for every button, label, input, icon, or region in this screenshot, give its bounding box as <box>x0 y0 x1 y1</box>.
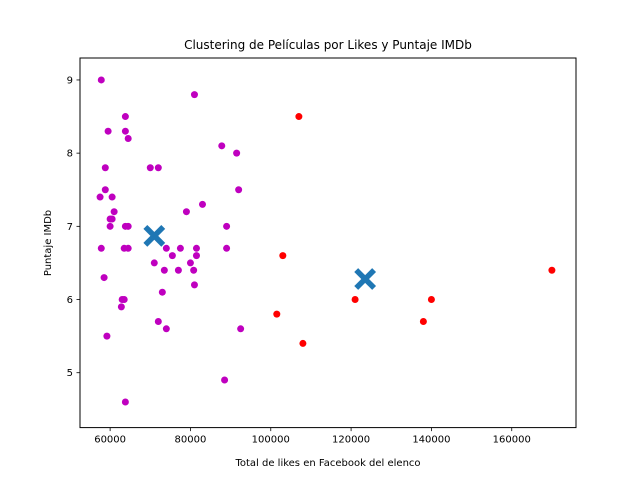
y-tick-label: 5 <box>67 368 73 379</box>
data-point-cluster-1 <box>168 252 176 260</box>
data-point-cluster-1 <box>237 325 245 333</box>
data-point-cluster-2 <box>419 317 427 325</box>
data-point-cluster-1 <box>162 325 170 333</box>
data-point-cluster-1 <box>190 281 198 289</box>
data-point-cluster-1 <box>124 222 132 230</box>
x-axis-label: Total de likes en Facebook del elenco <box>234 458 420 469</box>
data-point-cluster-1 <box>97 76 105 84</box>
data-point-cluster-1 <box>160 266 168 274</box>
x-axis: 60000 80000 100000 120000 140000 160000 <box>94 427 531 446</box>
data-point-cluster-1 <box>117 303 125 311</box>
data-point-cluster-1 <box>162 244 170 252</box>
data-point-cluster-1 <box>108 193 116 201</box>
data-point-cluster-1 <box>174 266 182 274</box>
centroid-marker-1 <box>143 224 166 247</box>
data-point-cluster-2 <box>351 296 359 304</box>
data-point-cluster-1 <box>186 259 194 267</box>
x-tick-label: 60000 <box>94 435 126 446</box>
x-tick-label: 160000 <box>493 435 531 446</box>
data-point-cluster-1 <box>233 149 241 157</box>
data-point-cluster-1 <box>101 164 109 172</box>
data-point-cluster-1 <box>100 274 108 282</box>
data-point-cluster-1 <box>176 244 184 252</box>
data-point-cluster-1 <box>223 222 231 230</box>
y-tick-label: 8 <box>67 149 73 160</box>
data-point-cluster-1 <box>190 91 198 99</box>
data-point-cluster-1 <box>154 317 162 325</box>
data-point-cluster-1 <box>235 186 243 194</box>
data-point-cluster-2 <box>273 310 281 318</box>
data-point-cluster-1 <box>221 376 229 384</box>
y-tick-label: 7 <box>67 222 73 233</box>
data-point-cluster-1 <box>182 208 190 216</box>
y-tick-label: 6 <box>67 295 73 306</box>
data-point-cluster-1 <box>121 398 129 406</box>
data-point-cluster-1 <box>158 288 166 296</box>
data-point-cluster-1 <box>124 244 132 252</box>
data-point-cluster-1 <box>192 252 200 260</box>
y-axis: 5 6 7 8 9 <box>67 75 80 379</box>
x-tick-label: 80000 <box>175 435 207 446</box>
data-point-cluster-1 <box>120 296 128 304</box>
data-point-cluster-1 <box>101 186 109 194</box>
data-point-cluster-1 <box>121 113 129 121</box>
data-point-cluster-1 <box>97 244 105 252</box>
data-point-cluster-1 <box>218 142 226 150</box>
x-tick-label: 100000 <box>252 435 290 446</box>
data-point-cluster-1 <box>192 244 200 252</box>
data-point-cluster-2 <box>427 296 435 304</box>
x-tick-label: 140000 <box>412 435 450 446</box>
plot-area <box>96 76 556 406</box>
x-tick-label: 120000 <box>332 435 370 446</box>
data-point-cluster-1 <box>190 266 198 274</box>
data-point-cluster-1 <box>110 208 118 216</box>
data-point-cluster-1 <box>223 244 231 252</box>
data-point-cluster-1 <box>198 200 206 208</box>
data-point-cluster-1 <box>150 259 158 267</box>
data-point-cluster-1 <box>96 193 104 201</box>
chart-title: Clustering de Películas por Likes y Punt… <box>184 38 472 52</box>
data-point-cluster-2 <box>548 266 556 274</box>
y-tick-label: 9 <box>67 75 73 86</box>
data-point-cluster-1 <box>121 127 129 135</box>
data-point-cluster-1 <box>154 164 162 172</box>
data-point-cluster-1 <box>146 164 154 172</box>
data-point-cluster-2 <box>299 339 307 347</box>
data-point-cluster-1 <box>108 215 116 223</box>
data-point-cluster-1 <box>103 332 111 340</box>
y-axis-label: Puntaje IMDb <box>43 210 54 276</box>
data-point-cluster-2 <box>279 252 287 260</box>
data-point-cluster-1 <box>106 222 114 230</box>
data-point-cluster-1 <box>124 135 132 143</box>
plot-frame <box>79 57 577 429</box>
data-point-cluster-2 <box>295 113 303 121</box>
centroid-marker-2 <box>354 268 377 290</box>
data-point-cluster-1 <box>104 127 112 135</box>
